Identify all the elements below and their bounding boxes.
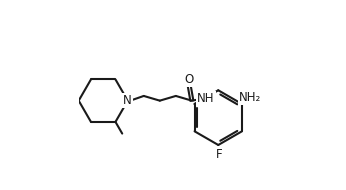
Text: N: N — [124, 94, 132, 107]
Text: F: F — [216, 148, 222, 161]
Text: NH₂: NH₂ — [239, 91, 261, 104]
Text: NH: NH — [197, 92, 215, 105]
Text: O: O — [184, 73, 193, 86]
